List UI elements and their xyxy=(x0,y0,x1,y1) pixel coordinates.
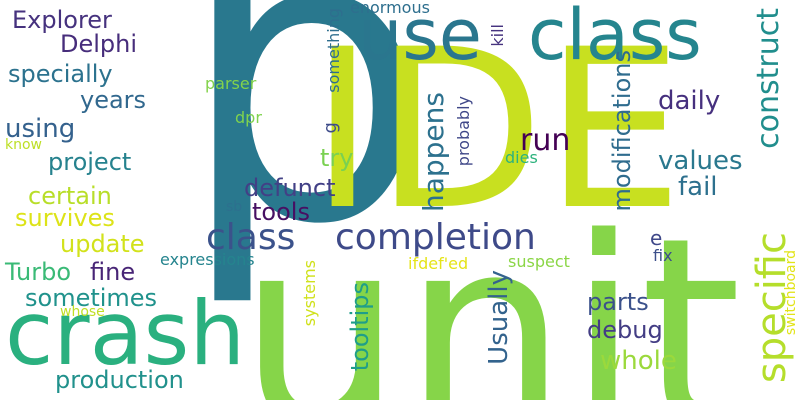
word-dpr: dpr xyxy=(235,108,262,127)
word-crash: crash xyxy=(5,282,246,385)
word-ifdefed: ifdef'ed xyxy=(408,254,469,273)
word-sometimes: sometimes xyxy=(25,284,158,312)
word-enormous: enormous xyxy=(350,0,430,17)
word-tools: tools xyxy=(252,198,310,226)
word-know: know xyxy=(5,137,42,153)
word-certain: certain xyxy=(28,182,112,210)
word-try: try xyxy=(320,144,354,172)
word-dies: dies xyxy=(505,148,538,167)
word-survives: survives xyxy=(15,204,115,232)
word-project: project xyxy=(48,148,132,176)
word-probably: probably xyxy=(454,96,473,167)
word-expressions: expressions xyxy=(160,250,255,269)
word-modifications: modifications xyxy=(608,50,636,212)
word-construct: construct xyxy=(751,8,786,149)
word-explorer: Explorer xyxy=(12,6,112,34)
word-something: something xyxy=(324,8,343,93)
word-happens: happens xyxy=(417,92,450,213)
word-p: p xyxy=(178,0,432,312)
word-turbo: Turbo xyxy=(5,258,72,286)
word-completion: completion xyxy=(335,217,536,258)
word-daily: daily xyxy=(658,86,721,116)
word-production: production xyxy=(55,366,184,394)
word-usually: Usually xyxy=(484,270,514,365)
word-whose: whose xyxy=(60,304,105,320)
word-suspect: suspect xyxy=(508,252,570,271)
word-fix: fix xyxy=(653,246,673,265)
word-update: update xyxy=(60,230,145,258)
word-years: years xyxy=(80,86,147,114)
word-whole: whole xyxy=(600,346,677,376)
word-tooltips: tooltips xyxy=(346,282,374,372)
word-debug: debug xyxy=(587,316,663,344)
word-ide: IDE xyxy=(310,2,684,258)
word-kill: kill xyxy=(488,24,507,47)
word-using: using xyxy=(5,114,76,144)
word-parser: parser xyxy=(205,74,257,93)
word-class-completion-1: class xyxy=(206,217,296,258)
word-e: e xyxy=(650,226,663,250)
word-fail: fail xyxy=(678,172,718,202)
word-sb: sb xyxy=(226,199,243,215)
word-unit: unit xyxy=(238,183,742,400)
word-fine: fine xyxy=(90,258,136,286)
word-run: run xyxy=(520,123,571,158)
word-g: g xyxy=(320,122,341,134)
word-class-top: class xyxy=(528,0,702,76)
word-specially: specially xyxy=(8,60,113,88)
word-systems: systems xyxy=(300,260,319,327)
word-switchboard: switchboard xyxy=(783,250,799,336)
word-parts: parts xyxy=(587,288,649,316)
word-delphi: Delphi xyxy=(60,30,138,58)
word-use: use xyxy=(358,0,482,76)
word-values: values xyxy=(658,146,743,176)
word-defunct: defunct xyxy=(244,174,336,202)
